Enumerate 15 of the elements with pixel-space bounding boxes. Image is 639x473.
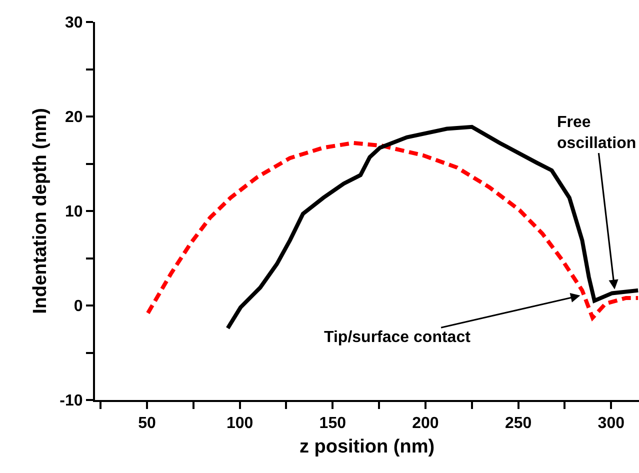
y-tick-label: 30: [65, 14, 83, 32]
y-tick-label: 0: [74, 298, 83, 316]
y-tick-label: 10: [65, 204, 83, 221]
x-tick-label: 300: [598, 415, 625, 432]
annotation: Free oscillation: [557, 114, 636, 152]
x-tick-label: 250: [504, 415, 532, 432]
x-tick-label: 100: [226, 415, 254, 432]
x-axis-title: z position (nm): [299, 436, 435, 458]
x-tick-label: 50: [138, 415, 156, 432]
y-axis-title: Indentation depth (nm): [30, 108, 52, 314]
y-tick-label: -10: [60, 392, 83, 410]
x-tick-label: 200: [412, 415, 439, 432]
annotation: Tip/surface contact: [324, 329, 472, 346]
x-tick-label: 150: [319, 415, 346, 432]
y-tick-label: 20: [65, 109, 83, 126]
